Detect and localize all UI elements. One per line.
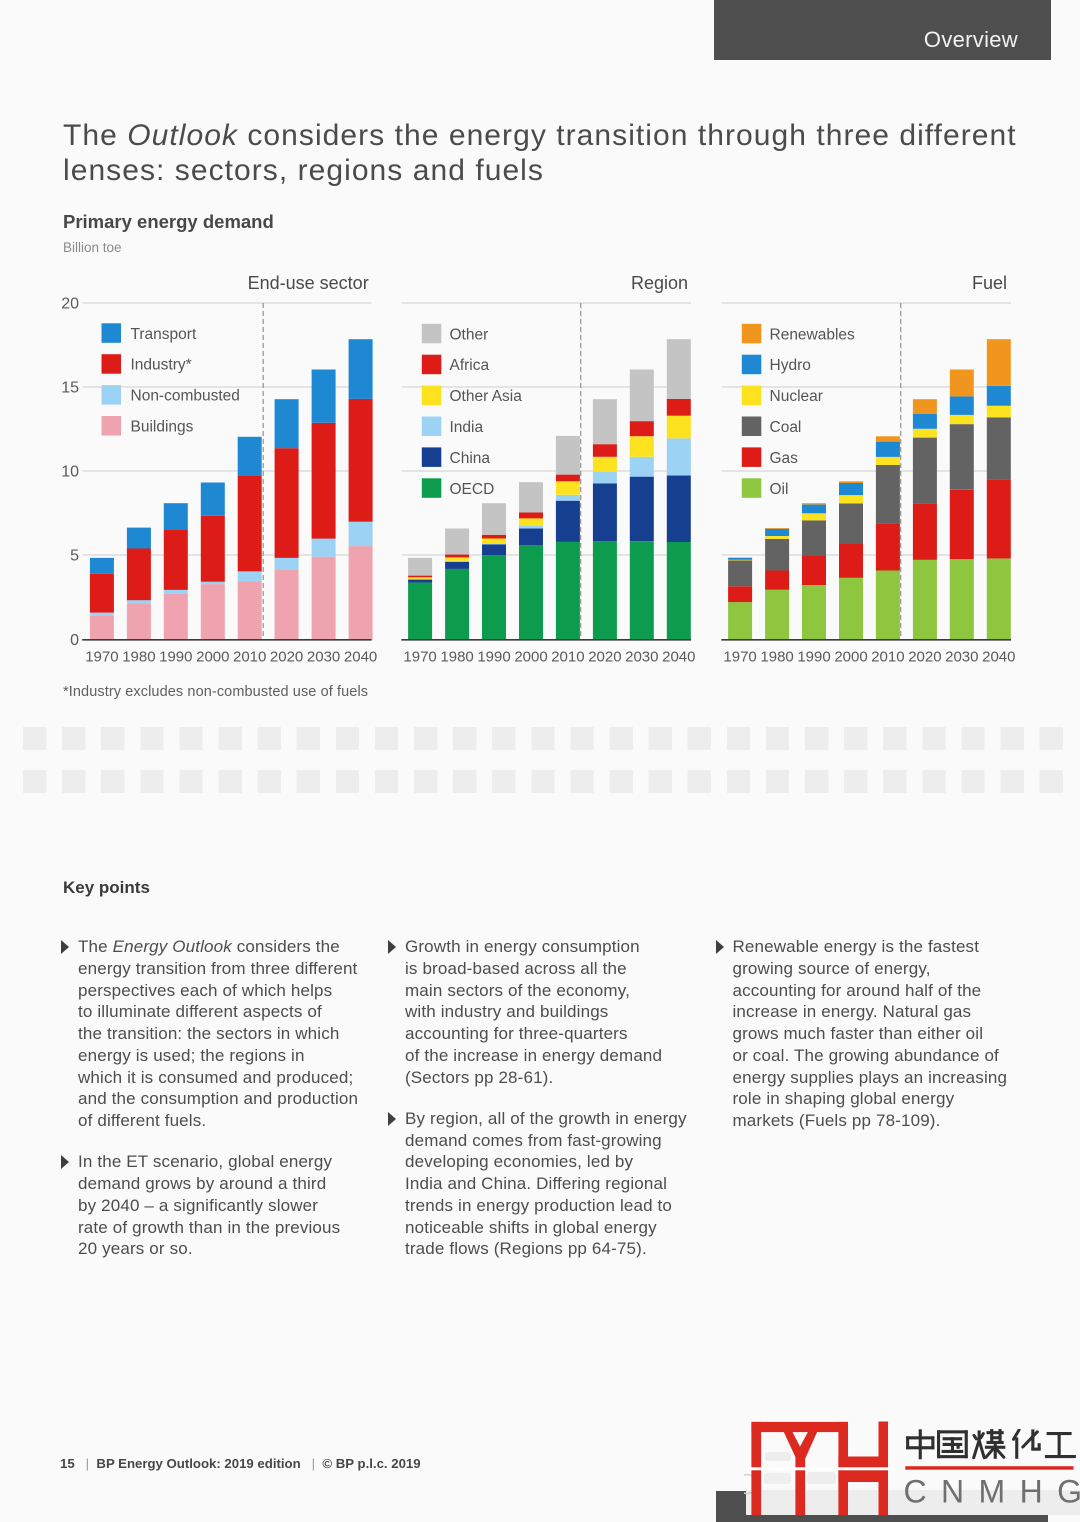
- svg-text:India: India: [450, 419, 484, 436]
- svg-text:2010: 2010: [551, 649, 584, 666]
- svg-text:2030: 2030: [945, 649, 978, 666]
- svg-text:Other Asia: Other Asia: [450, 388, 523, 405]
- svg-text:2010: 2010: [871, 649, 904, 666]
- svg-text:Non-combusted: Non-combusted: [131, 388, 240, 405]
- svg-text:1990: 1990: [797, 649, 830, 666]
- svg-text:2030: 2030: [625, 649, 658, 666]
- svg-text:Gas: Gas: [770, 450, 799, 467]
- svg-text:2000: 2000: [834, 649, 867, 666]
- svg-text:Oil: Oil: [770, 481, 789, 498]
- svg-text:Coal: Coal: [770, 419, 802, 436]
- svg-text:2020: 2020: [270, 649, 303, 666]
- svg-text:1980: 1980: [440, 649, 473, 666]
- svg-text:Hydro: Hydro: [770, 357, 811, 374]
- svg-text:Fuel: Fuel: [972, 273, 1007, 293]
- svg-text:2040: 2040: [344, 649, 377, 666]
- svg-text:2020: 2020: [588, 649, 621, 666]
- svg-text:20: 20: [61, 296, 79, 313]
- svg-text:2030: 2030: [307, 649, 340, 666]
- svg-text:1970: 1970: [85, 649, 118, 666]
- svg-text:2010: 2010: [233, 649, 266, 666]
- svg-text:1970: 1970: [403, 649, 436, 666]
- svg-text:10: 10: [61, 464, 79, 481]
- svg-text:Nuclear: Nuclear: [770, 388, 823, 405]
- svg-text:Africa: Africa: [450, 357, 490, 374]
- svg-text:CNMHG: CNMHG: [904, 1474, 1080, 1510]
- svg-text:2020: 2020: [908, 649, 941, 666]
- svg-text:1980: 1980: [760, 649, 793, 666]
- svg-text:1990: 1990: [159, 649, 192, 666]
- svg-text:Buildings: Buildings: [131, 419, 194, 436]
- svg-text:Renewables: Renewables: [770, 326, 856, 343]
- svg-text:2000: 2000: [196, 649, 229, 666]
- svg-text:2040: 2040: [982, 649, 1015, 666]
- svg-text:0: 0: [70, 632, 79, 649]
- svg-text:1990: 1990: [477, 649, 510, 666]
- svg-text:2040: 2040: [662, 649, 695, 666]
- svg-text:1980: 1980: [122, 649, 155, 666]
- svg-text:Industry*: Industry*: [131, 357, 192, 374]
- svg-text:15: 15: [61, 380, 79, 397]
- svg-text:China: China: [450, 450, 491, 467]
- svg-text:OECD: OECD: [450, 481, 495, 498]
- svg-text:Transport: Transport: [131, 326, 197, 343]
- svg-text:5: 5: [70, 548, 79, 565]
- svg-text:1970: 1970: [723, 649, 756, 666]
- svg-text:Region: Region: [631, 273, 688, 293]
- svg-text:Other: Other: [450, 326, 489, 343]
- svg-text:2000: 2000: [514, 649, 547, 666]
- svg-text:End-use sector: End-use sector: [248, 273, 369, 293]
